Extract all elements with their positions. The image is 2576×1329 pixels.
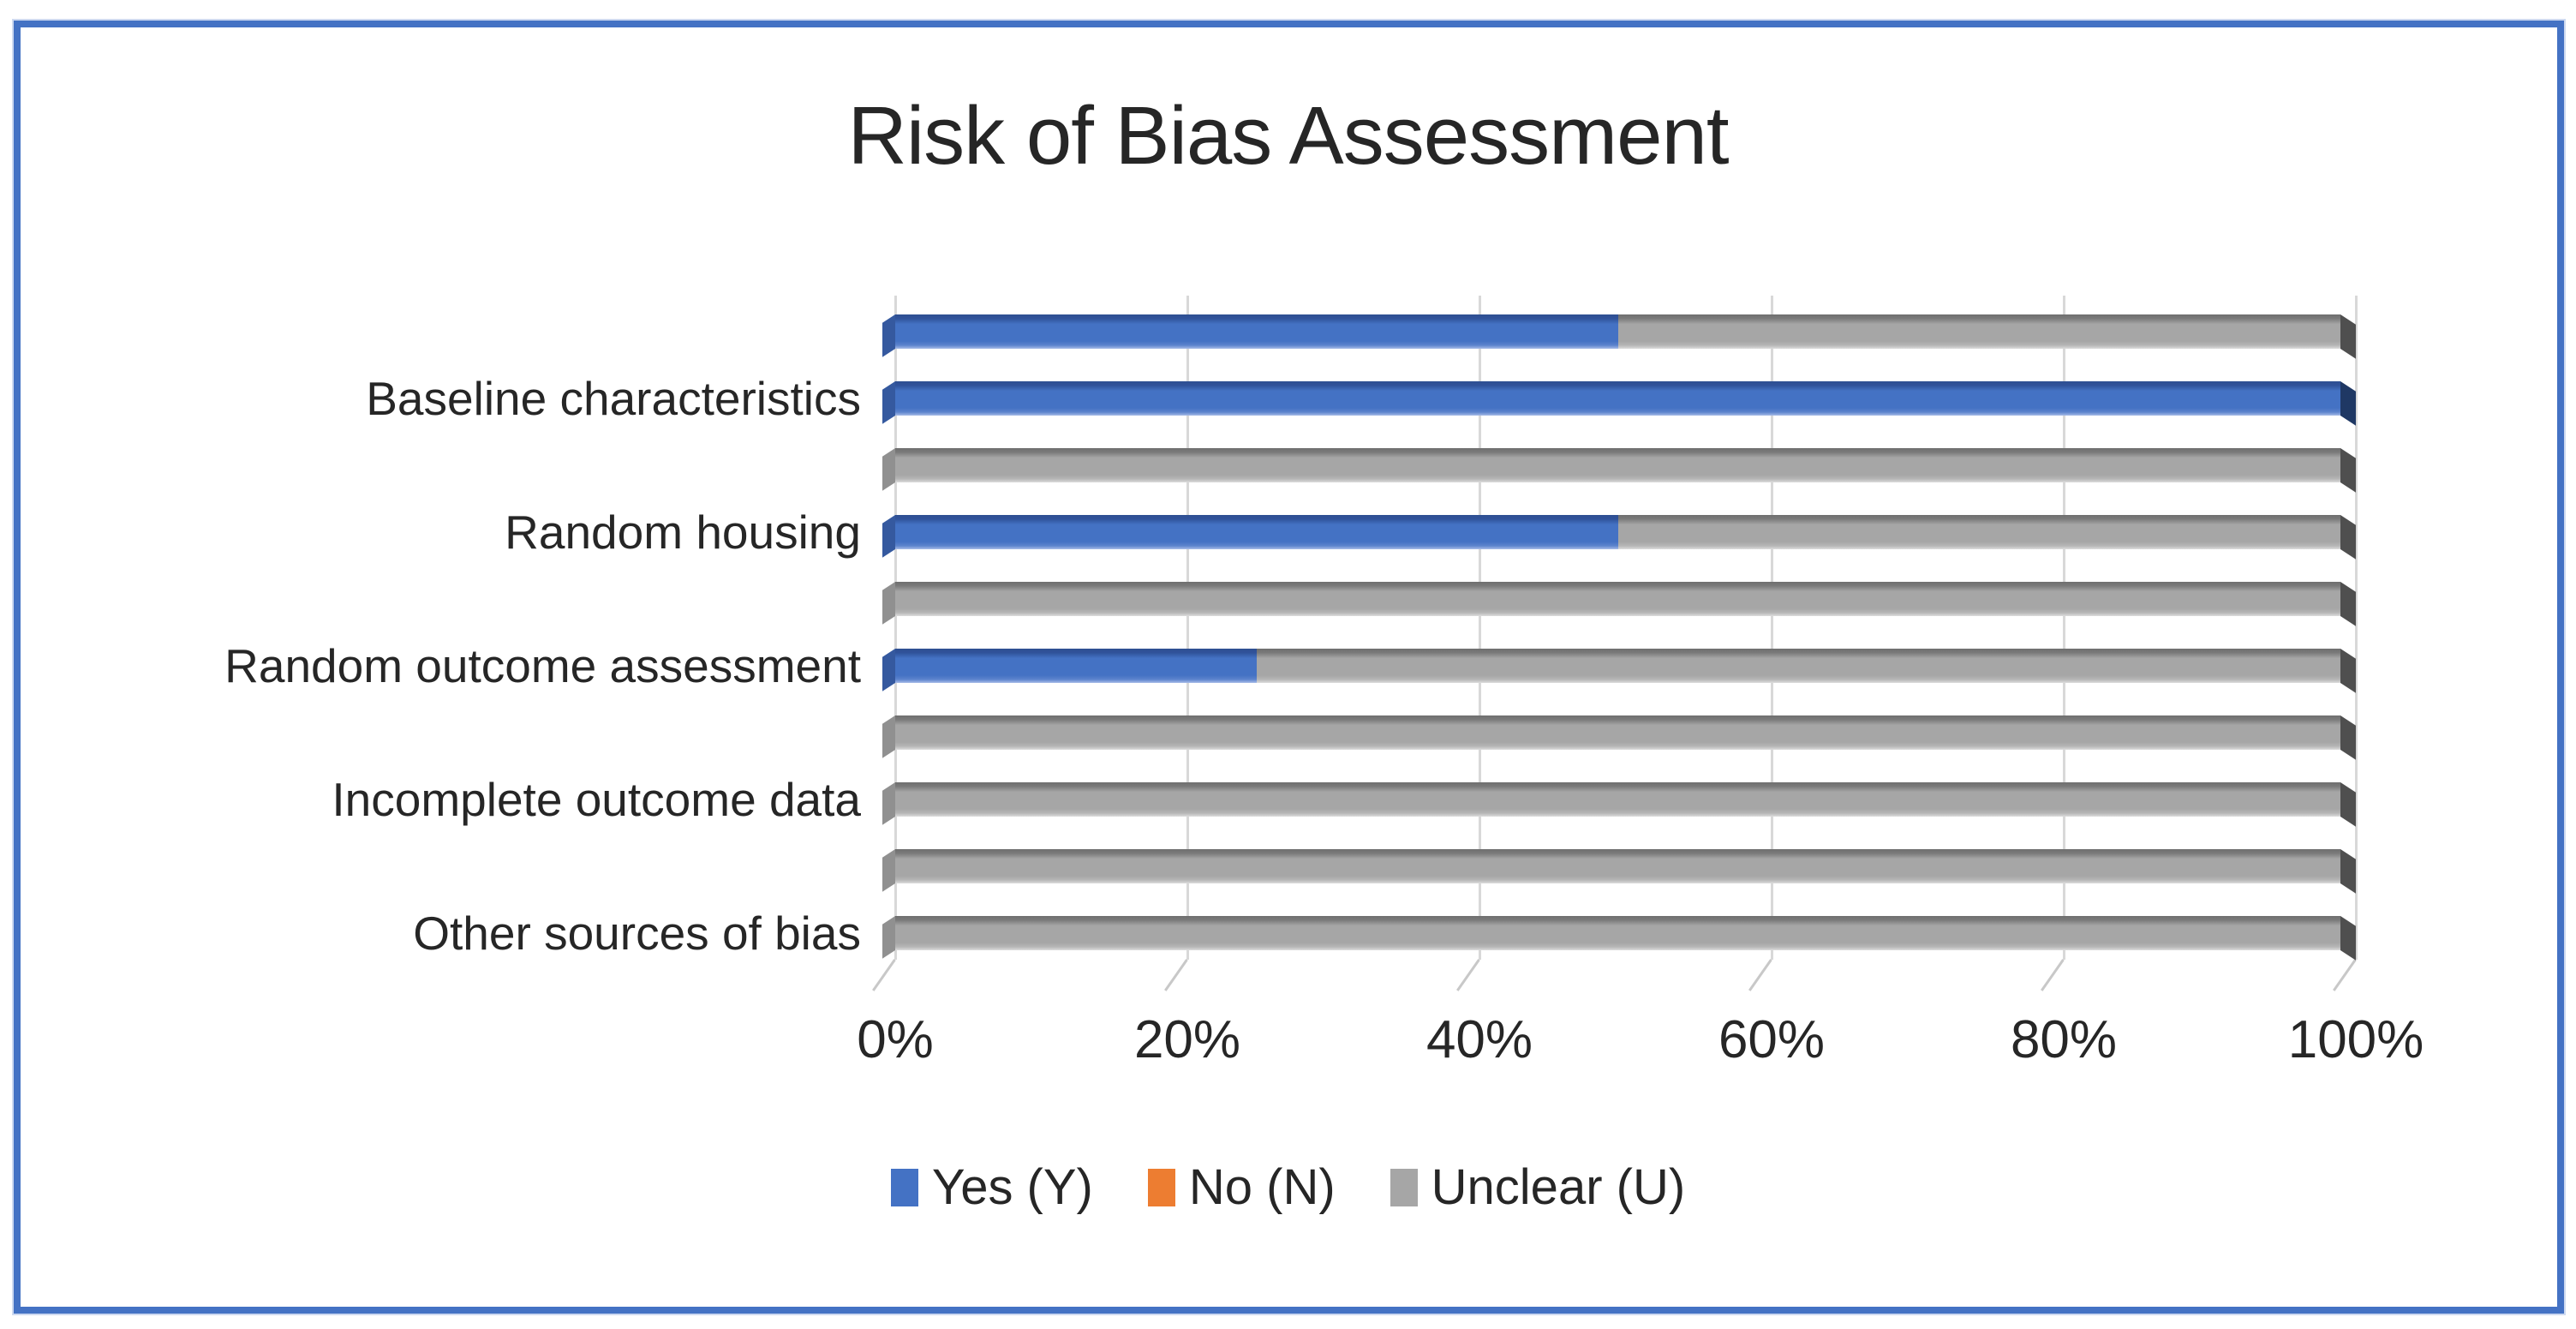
x-axis-label: 100% bbox=[2287, 1010, 2424, 1069]
y-axis-label: Incomplete outcome data bbox=[332, 773, 861, 826]
legend-label-yes: Yes (Y) bbox=[931, 1159, 1093, 1215]
bar-endcap-left bbox=[882, 649, 895, 691]
bar-endcap-right bbox=[2340, 849, 2356, 894]
bar-endcap-right bbox=[2340, 515, 2356, 560]
bar-row bbox=[882, 715, 2356, 760]
gridline bbox=[2041, 296, 2065, 991]
chart-title: Risk of Bias Assessment bbox=[847, 90, 1729, 182]
bar-endcap-left bbox=[882, 782, 895, 825]
legend-item-yes: Yes (Y) bbox=[890, 1158, 1093, 1216]
bar-endcap-right bbox=[2340, 715, 2356, 760]
bar-endcap-right bbox=[2340, 582, 2356, 626]
bar-segment-unclear bbox=[895, 849, 2340, 883]
bar-segment-unclear bbox=[1617, 515, 2340, 549]
bar-endcap-right bbox=[2340, 649, 2356, 693]
gridline bbox=[2333, 296, 2358, 991]
y-axis-label: Other sources of bias bbox=[413, 907, 861, 960]
bar-segment-yes bbox=[895, 314, 1618, 349]
legend-label-no: No (N) bbox=[1188, 1159, 1336, 1215]
x-axis: 0% 20% 40% 60% 80% 100% bbox=[857, 1009, 2424, 1078]
bar-endcap-right bbox=[2340, 916, 2356, 961]
bar-segment-yes bbox=[895, 381, 2340, 416]
legend-swatch-unclear-icon bbox=[1390, 1168, 1418, 1206]
bar-endcap-left bbox=[882, 381, 895, 424]
x-axis-label: 60% bbox=[1718, 1010, 1826, 1069]
bar-endcap-left bbox=[882, 849, 895, 892]
bar-row bbox=[882, 582, 2356, 626]
axis-tick bbox=[2041, 959, 2065, 991]
bar-segment-yes bbox=[895, 515, 1618, 549]
gridline bbox=[1748, 296, 1773, 991]
bar-segment-unclear bbox=[895, 582, 2340, 616]
gridline bbox=[1164, 296, 1189, 991]
bar-segment-yes bbox=[895, 649, 1257, 683]
bar-row bbox=[882, 381, 2356, 426]
axis-tick bbox=[1748, 959, 1772, 991]
bar-row bbox=[882, 314, 2356, 359]
legend-label-unclear: Unclear (U) bbox=[1431, 1159, 1686, 1215]
bar-segment-unclear bbox=[1617, 314, 2340, 349]
bar-endcap-left bbox=[882, 916, 895, 959]
bar-row bbox=[882, 916, 2356, 961]
bar-row bbox=[882, 448, 2356, 493]
bar-segment-unclear bbox=[895, 448, 2340, 482]
bar-row bbox=[882, 849, 2356, 894]
bar-endcap-right bbox=[2340, 782, 2356, 827]
y-axis-label: Baseline characteristics bbox=[366, 372, 861, 425]
bar-row bbox=[882, 782, 2356, 827]
legend: Yes (Y) No (N) Unclear (U) bbox=[0, 1158, 2576, 1216]
bar-segment-unclear bbox=[895, 916, 2340, 950]
bar-endcap-left bbox=[882, 515, 895, 558]
bar-endcap-right bbox=[2340, 381, 2356, 426]
y-axis-label: Random housing bbox=[505, 506, 861, 559]
gridline bbox=[1456, 296, 1481, 991]
bar-row bbox=[882, 649, 2356, 693]
axis-tick bbox=[1456, 959, 1480, 991]
axis-tick bbox=[1164, 959, 1188, 991]
y-axis: Baseline characteristics Random housing Ra… bbox=[51, 296, 861, 960]
x-axis-label: 40% bbox=[1425, 1010, 1533, 1069]
x-axis-label: 80% bbox=[2010, 1010, 2118, 1069]
bar-endcap-left bbox=[882, 715, 895, 758]
y-axis-label: Random outcome assessment bbox=[224, 639, 861, 692]
bar-endcap-right bbox=[2340, 448, 2356, 493]
bar-endcap-left bbox=[882, 448, 895, 491]
legend-item-unclear: Unclear (U) bbox=[1390, 1158, 1686, 1216]
bar-segment-unclear bbox=[1256, 649, 2340, 683]
legend-swatch-yes-icon bbox=[890, 1168, 918, 1206]
bar-endcap-left bbox=[882, 314, 895, 357]
bar-row bbox=[882, 515, 2356, 560]
legend-item-no: No (N) bbox=[1147, 1158, 1336, 1216]
bar-segment-unclear bbox=[895, 782, 2340, 817]
x-axis-label: 0% bbox=[857, 1010, 934, 1069]
bar-segment-unclear bbox=[895, 715, 2340, 750]
plot-area bbox=[872, 296, 2358, 991]
axis-tick bbox=[2333, 959, 2357, 991]
gridline bbox=[872, 296, 897, 991]
axis-tick bbox=[872, 959, 896, 991]
x-axis-label: 20% bbox=[1133, 1010, 1241, 1069]
bar-endcap-left bbox=[882, 582, 895, 625]
bar-endcap-right bbox=[2340, 314, 2356, 359]
legend-swatch-no-icon bbox=[1147, 1168, 1175, 1206]
